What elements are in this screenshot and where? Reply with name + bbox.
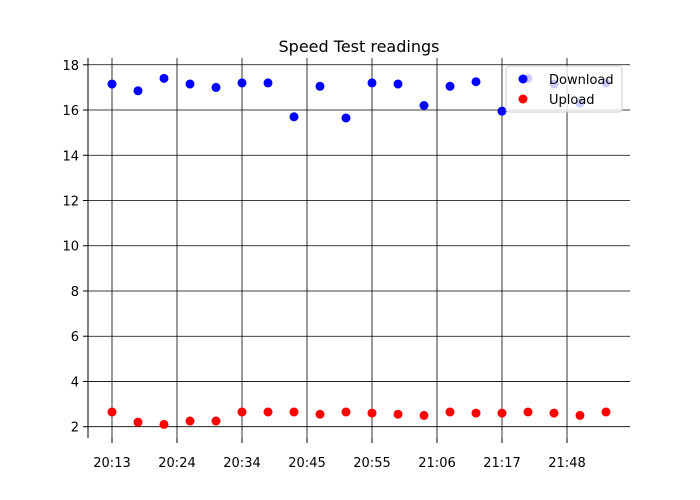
- y-tick-label: 2: [71, 421, 79, 436]
- tick-labels: 2 4 6 8 10 12 14 16 18 20:13 20:24 20:34 20:45 20:55 2…: [62, 59, 585, 471]
- upload-point: [445, 407, 455, 417]
- download-point: [133, 86, 143, 96]
- y-tick-label: 12: [62, 195, 79, 210]
- upload-point: [237, 407, 247, 417]
- download-legend-label: Download: [549, 73, 614, 88]
- upload-point: [419, 410, 429, 420]
- download-point: [107, 79, 117, 89]
- y-tick-label: 4: [71, 375, 79, 390]
- x-tick-label: 21:06: [418, 456, 455, 471]
- data-points: [107, 73, 611, 429]
- legend-box: [505, 65, 623, 113]
- upload-point: [549, 408, 559, 418]
- upload-point: [185, 416, 195, 426]
- upload-point: [601, 407, 611, 417]
- upload-point: [575, 410, 585, 420]
- upload-point: [393, 409, 403, 419]
- download-point: [185, 79, 195, 89]
- upload-point: [471, 408, 481, 418]
- x-tick-label: 20:45: [288, 456, 325, 471]
- download-point: [263, 78, 273, 88]
- y-tick-label: 6: [71, 330, 79, 345]
- upload-point: [497, 408, 507, 418]
- download-point: [445, 81, 455, 91]
- y-tick-label: 8: [71, 285, 79, 300]
- download-point: [471, 77, 481, 87]
- upload-legend-marker: [518, 94, 528, 104]
- download-point: [237, 78, 247, 88]
- download-point: [289, 112, 299, 122]
- upload-point: [107, 407, 117, 417]
- grid: [88, 58, 630, 438]
- upload-point: [133, 417, 143, 427]
- x-tick-label: 20:24: [158, 456, 195, 471]
- y-tick-label: 10: [62, 240, 79, 255]
- download-legend-marker: [518, 74, 528, 84]
- y-tick-label: 16: [62, 104, 79, 119]
- download-point: [211, 82, 221, 92]
- upload-legend-label: Upload: [549, 93, 595, 108]
- upload-point: [159, 419, 169, 429]
- download-point: [315, 81, 325, 91]
- upload-point: [315, 409, 325, 419]
- download-point: [341, 113, 351, 123]
- download-point: [419, 101, 429, 110]
- y-tick-label: 18: [62, 59, 79, 74]
- upload-point: [211, 416, 221, 426]
- axes: [83, 58, 568, 443]
- legend: Download Upload: [505, 65, 623, 113]
- upload-point: [263, 407, 273, 417]
- download-point: [393, 79, 403, 89]
- upload-point: [341, 407, 351, 417]
- y-tick-label: 14: [62, 149, 79, 164]
- upload-point: [289, 407, 299, 417]
- x-tick-label: 20:13: [93, 456, 130, 471]
- download-point: [367, 78, 377, 88]
- upload-point: [523, 407, 533, 417]
- x-tick-label: 20:55: [353, 456, 390, 471]
- download-point: [497, 106, 507, 116]
- chart-title: Speed Test readings: [279, 37, 440, 56]
- x-tick-label: 21:17: [483, 456, 520, 471]
- x-tick-label: 20:34: [223, 456, 260, 471]
- upload-point: [367, 408, 377, 418]
- download-point: [159, 73, 169, 83]
- x-tick-label: 21:48: [548, 456, 585, 471]
